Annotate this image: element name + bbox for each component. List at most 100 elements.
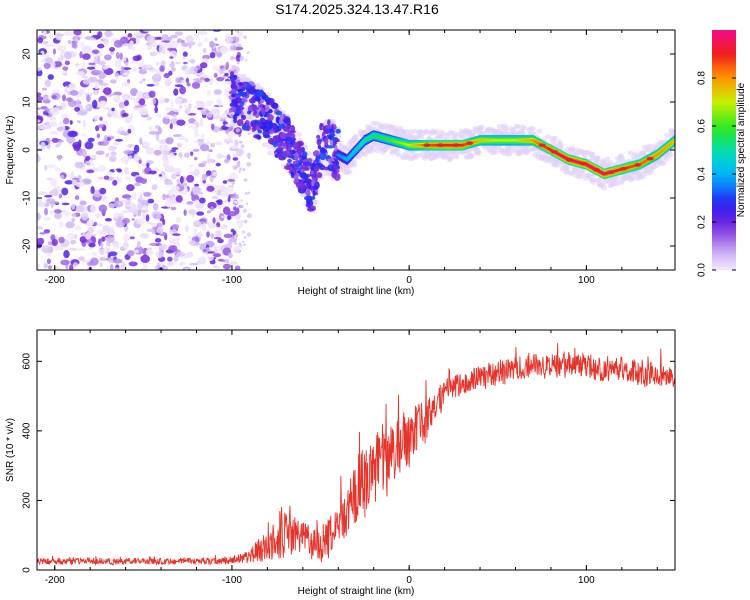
noise-blob [93, 115, 99, 122]
ridge-core [346, 156, 352, 159]
noise-blob [176, 251, 186, 257]
noise-blob [103, 107, 111, 110]
noise-blob [247, 132, 251, 136]
noise-blob [81, 61, 86, 70]
noise-blob [238, 170, 241, 173]
noise-blob [131, 218, 135, 221]
snr-frame [36, 329, 676, 571]
noise-blob [64, 60, 71, 66]
ridge-blob [253, 110, 257, 116]
noise-blob [245, 202, 249, 205]
ridge-blob [247, 88, 254, 93]
noise-blob [127, 128, 132, 134]
noise-blob [179, 261, 186, 266]
noise-blob [206, 221, 214, 226]
noise-blob [238, 140, 243, 144]
ridge-blob [285, 144, 292, 152]
noise-blob [81, 75, 88, 79]
noise-blob [81, 133, 86, 137]
noise-blob [87, 226, 95, 234]
noise-blob [46, 164, 57, 169]
noise-blob [217, 238, 224, 244]
noise-blob [199, 144, 210, 152]
noise-blob [240, 199, 243, 202]
ridge-blob [242, 125, 248, 131]
colorbar-tick-label: 0.6 [697, 119, 708, 133]
noise-blob [109, 47, 116, 52]
noise-blob [142, 78, 146, 82]
noise-blob [186, 251, 194, 258]
noise-blob [86, 94, 91, 103]
noise-blob [202, 222, 206, 230]
noise-blob [144, 64, 152, 69]
ridge-blob [284, 141, 290, 146]
noise-blob [44, 203, 50, 207]
noise-blob [51, 89, 60, 94]
ridge-blob [290, 171, 295, 179]
noise-blob [216, 155, 227, 158]
noise-blob [75, 204, 85, 213]
noise-blob [113, 142, 120, 146]
noise-blob [183, 61, 188, 65]
noise-blob [208, 149, 213, 153]
snr-ytick-label: 400 [22, 422, 33, 439]
noise-blob [46, 258, 51, 265]
noise-blob [238, 242, 242, 246]
noise-blob [127, 42, 133, 50]
noise-blob [211, 107, 217, 115]
noise-blob [93, 70, 103, 73]
noise-blob [122, 233, 130, 242]
noise-blob [207, 256, 214, 262]
noise-blob [147, 45, 153, 51]
noise-blob [66, 232, 75, 241]
noise-blob [235, 54, 241, 62]
noise-blob [100, 100, 107, 107]
noise-blob [193, 168, 200, 177]
noise-blob [200, 76, 205, 81]
noise-blob [151, 184, 158, 191]
noise-blob [198, 219, 207, 222]
noise-blob [99, 187, 107, 195]
noise-blob [200, 134, 205, 140]
noise-blob [136, 202, 144, 211]
spectrogram-ytick-label: 0 [22, 147, 33, 153]
noise-blob [213, 72, 218, 78]
noise-blob [158, 139, 168, 144]
noise-blob [42, 30, 47, 37]
noise-blob [37, 107, 43, 111]
ridge-peak [592, 168, 600, 172]
ridge-halo [475, 149, 482, 155]
noise-blob [44, 107, 50, 112]
ridge-peak [423, 143, 431, 147]
ridge-blob [326, 144, 334, 149]
noise-blob [146, 228, 156, 233]
noise-blob [148, 130, 158, 135]
noise-blob [54, 266, 61, 270]
noise-blob [243, 35, 248, 40]
ridge-core [357, 144, 362, 148]
noise-blob [190, 58, 196, 64]
noise-blob [171, 173, 177, 180]
ridge-blob [292, 141, 299, 150]
ridge-blob [254, 96, 261, 102]
noise-blob [51, 238, 58, 247]
noise-blob [242, 168, 246, 172]
noise-blob [113, 200, 124, 208]
noise-blob [232, 126, 235, 129]
noise-blob [212, 265, 221, 269]
ridge-peak [452, 143, 460, 147]
noise-blob [43, 262, 48, 269]
noise-blob [37, 95, 44, 102]
noise-blob [232, 205, 235, 208]
noise-blob [176, 119, 186, 126]
ridge-blob [296, 147, 303, 155]
noise-blob [235, 195, 240, 200]
noise-blob [124, 61, 129, 66]
noise-blob [46, 177, 53, 181]
noise-blob [122, 112, 129, 117]
ridge-blob [306, 198, 311, 206]
ridge-blob [272, 126, 278, 132]
ridge-blob [284, 164, 292, 170]
